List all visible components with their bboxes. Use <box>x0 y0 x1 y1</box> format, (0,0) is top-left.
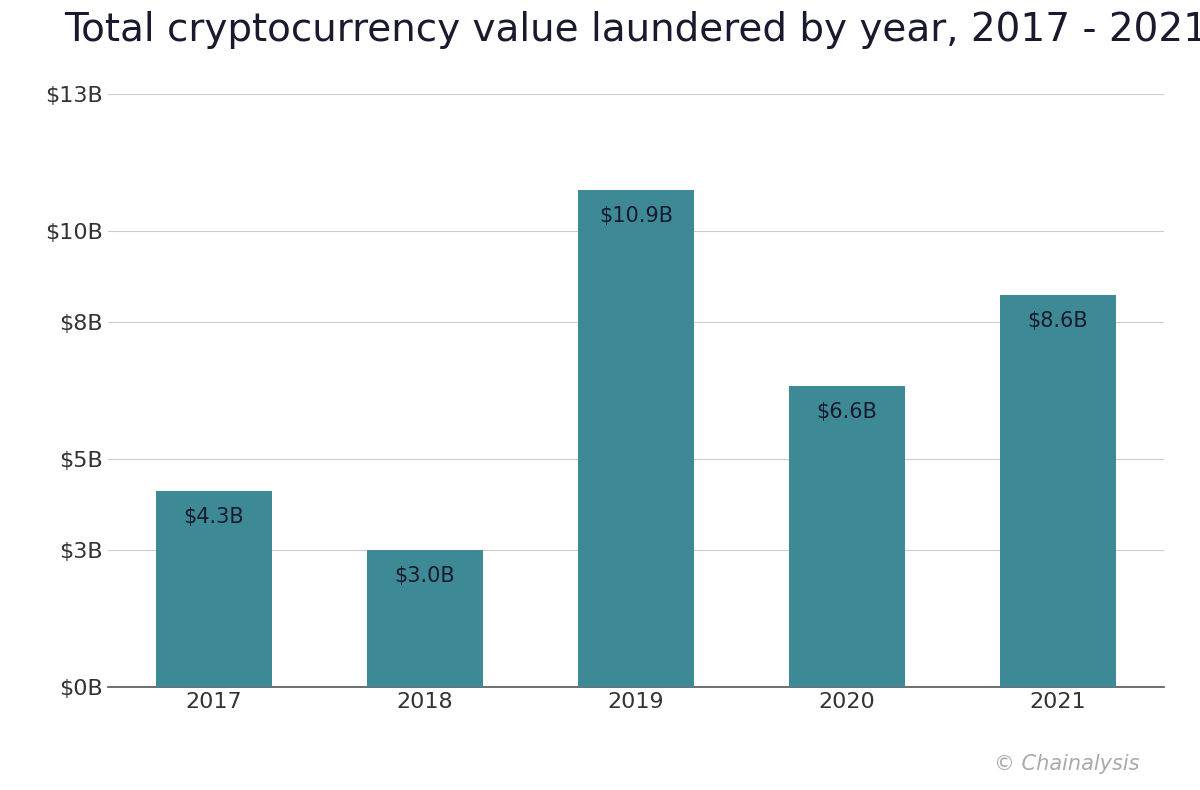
Text: $8.6B: $8.6B <box>1027 310 1088 331</box>
Bar <box>367 551 484 687</box>
Text: $10.9B: $10.9B <box>599 205 673 226</box>
Text: $6.6B: $6.6B <box>816 402 877 422</box>
Text: $4.3B: $4.3B <box>184 507 245 527</box>
Bar <box>578 190 694 687</box>
Bar <box>156 491 272 687</box>
Title: Total cryptocurrency value laundered by year, 2017 - 2021: Total cryptocurrency value laundered by … <box>64 10 1200 48</box>
Text: © Chainalysis: © Chainalysis <box>995 754 1140 774</box>
Bar <box>788 386 905 687</box>
Text: $3.0B: $3.0B <box>395 566 455 586</box>
Bar <box>1000 295 1116 687</box>
